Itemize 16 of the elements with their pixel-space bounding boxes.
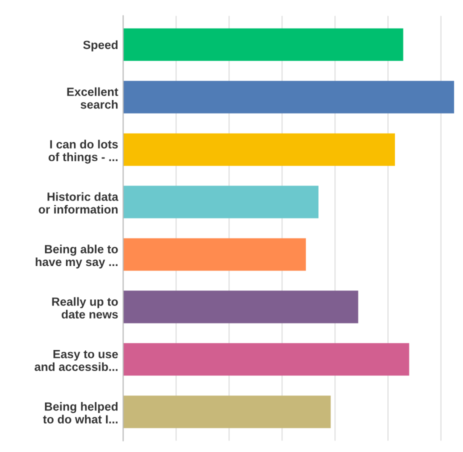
bar	[123, 343, 410, 376]
bar	[123, 396, 331, 428]
y-tick-label: Easy to use and accessib...	[34, 350, 118, 372]
bar	[123, 133, 395, 166]
y-tick-label: Speed	[83, 40, 118, 52]
y-tick-label: Really up to date news	[52, 297, 118, 319]
y-tick-label: Being able to have my say ...	[36, 244, 118, 268]
bar	[123, 80, 454, 114]
bar	[123, 186, 318, 218]
y-tick-label: Historic data or information	[38, 192, 118, 214]
y-tick-label: Excellent search	[67, 87, 118, 109]
y-tick-label: I can do lots of things - ...	[48, 140, 118, 164]
y-tick-label: Being helped to do what I...	[43, 402, 118, 424]
bar	[123, 238, 306, 271]
bar	[123, 28, 404, 61]
bar	[123, 290, 358, 324]
